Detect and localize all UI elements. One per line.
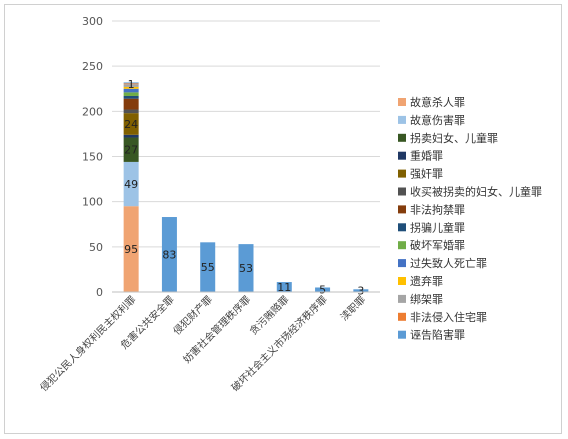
legend-label: 非法拘禁罪 [410,202,465,216]
y-tick-label: 100 [82,196,103,209]
y-axis: 0 50 100 150 200 250 300 [82,15,103,299]
bar-segment [123,161,139,207]
data-label: 11 [277,281,291,294]
legend-label: 故意杀人罪 [410,95,465,109]
legend-swatch [398,277,406,285]
legend-swatch [398,312,406,321]
bars [123,82,369,292]
legend-label: 破坏军婚罪 [410,238,465,252]
bar-segment [123,84,139,87]
legend-swatch [398,241,406,250]
bar [238,244,254,292]
bar-segment [123,88,139,93]
data-label: 95 [124,243,138,256]
legend-swatch [398,151,406,160]
legend-swatch [398,169,406,178]
bar [353,289,369,292]
legend-label: 收买被拐卖的妇女、儿童罪 [410,185,542,199]
bar-segment [123,86,139,89]
data-label: 83 [162,249,176,262]
bar-segment [123,92,139,96]
legend-swatch [398,98,406,106]
data-label: 27 [124,144,138,157]
x-tick-label: 妨害社会管理秩序罪 [180,293,253,366]
legend-label: 遗弃罪 [410,274,443,288]
bar-segment [123,137,139,162]
bar [315,287,331,292]
legend-swatch [398,259,406,268]
bar-segment [123,113,139,135]
data-label: 3 [357,285,364,298]
y-tick-label: 150 [82,151,103,164]
legend-swatch [398,330,406,339]
bar-segment [123,98,139,110]
y-tick-label: 50 [89,241,103,254]
legend-label: 诬告陷害罪 [410,328,465,342]
legend-label: 拐骗儿童罪 [410,220,465,234]
legend: 故意杀人罪故意伤害罪拐卖妇女、儿童罪重婚罪强奸罪收买被拐卖的妇女、儿童罪非法拘禁… [398,95,542,342]
bar-segment [123,206,139,292]
bar-segment [123,95,139,99]
legend-label: 过失致人死亡罪 [410,256,487,270]
bar [276,282,292,292]
data-label: 24 [124,118,138,131]
legend-label: 故意伤害罪 [410,113,465,127]
legend-label: 重婚罪 [410,149,443,163]
y-tick-label: 0 [96,286,103,299]
data-label: 55 [201,261,215,274]
bar [200,242,216,292]
legend-swatch [398,294,406,303]
legend-swatch [398,223,406,232]
legend-swatch [398,115,406,124]
data-label: 5 [319,284,326,297]
x-axis: 侵犯公民人身权利民主权利罪危害公共安全罪侵犯财产罪妨害社会管理秩序罪贪污贿赂罪破… [37,291,380,394]
legend-swatch [398,133,406,142]
legend-label: 强奸罪 [410,167,443,181]
legend-swatch [398,205,406,214]
data-label: 1 [128,78,135,91]
bar-segment [123,83,139,85]
legend-label: 绑架罪 [410,293,443,306]
legend-label: 拐卖妇女、儿童罪 [410,131,498,145]
bar [161,217,177,292]
chart-frame [4,4,562,434]
legend-swatch [398,187,406,196]
y-tick-label: 200 [82,105,103,118]
data-label: 49 [124,178,138,191]
y-tick-label: 300 [82,15,103,28]
bar-segment [123,109,139,114]
data-label: 53 [239,262,253,275]
bar-segment [123,134,139,138]
legend-label: 非法侵入住宅罪 [410,310,487,324]
y-tick-label: 250 [82,60,103,73]
bar-segment [123,82,139,84]
